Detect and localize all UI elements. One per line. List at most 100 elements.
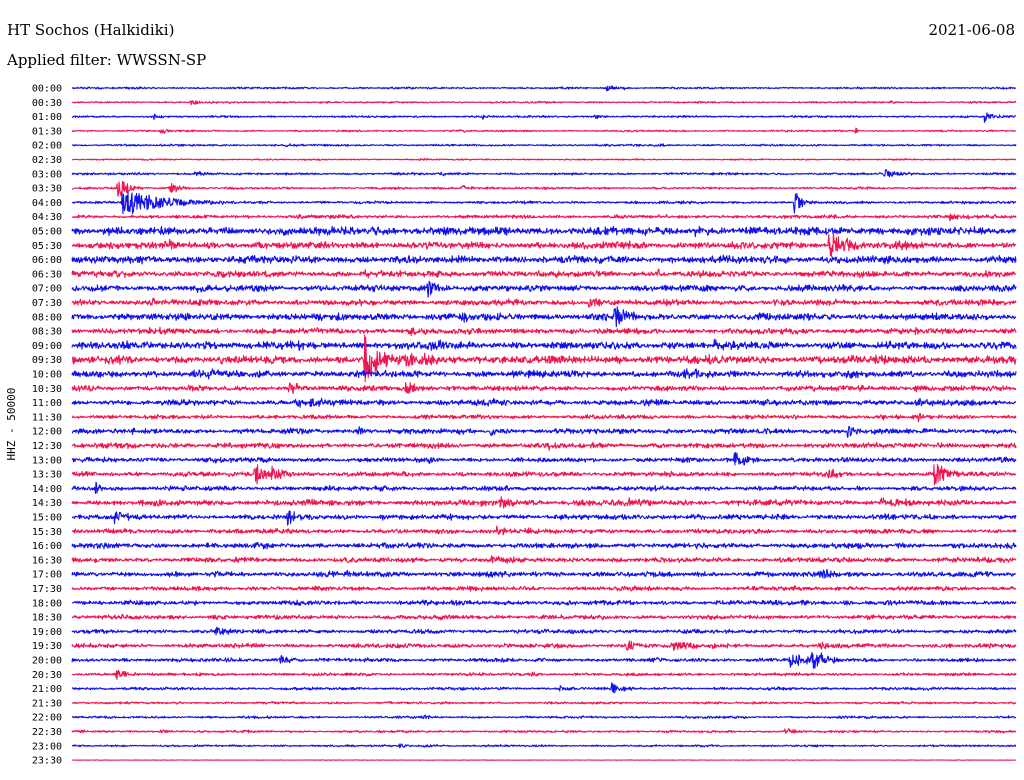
trace-23-30 <box>71 759 1017 761</box>
trace-01-00 <box>71 112 1017 123</box>
trace-18-30 <box>71 614 1017 621</box>
trace-09-30 <box>71 334 1017 383</box>
trace-03-00 <box>71 169 1017 178</box>
filter-label: Applied filter: WWSSN-SP <box>7 51 207 69</box>
time-label-12-00: 12:00 <box>32 427 62 438</box>
trace-02-30 <box>71 157 1017 161</box>
trace-20-30 <box>71 669 1017 680</box>
trace-06-30 <box>71 268 1017 279</box>
time-label-03-00: 03:00 <box>32 169 62 180</box>
trace-group <box>71 85 1017 761</box>
trace-19-30 <box>71 640 1017 652</box>
time-label-17-00: 17:00 <box>32 570 62 581</box>
trace-22-00 <box>71 714 1017 720</box>
time-label-08-30: 08:30 <box>32 327 62 338</box>
trace-20-00 <box>71 651 1017 669</box>
time-label-21-00: 21:00 <box>32 684 62 695</box>
time-label-21-30: 21:30 <box>32 698 62 709</box>
time-label-04-00: 04:00 <box>32 198 62 209</box>
trace-07-30 <box>71 297 1017 308</box>
time-label-07-30: 07:30 <box>32 298 62 309</box>
time-label-07-00: 07:00 <box>32 284 62 295</box>
trace-08-30 <box>71 326 1017 337</box>
trace-04-00 <box>71 191 1017 215</box>
time-label-14-30: 14:30 <box>32 498 62 509</box>
time-label-10-00: 10:00 <box>32 370 62 381</box>
trace-09-00 <box>71 338 1017 351</box>
time-label-12-30: 12:30 <box>32 441 62 452</box>
time-label-23-00: 23:00 <box>32 741 62 752</box>
trace-10-00 <box>71 368 1017 380</box>
time-label-15-30: 15:30 <box>32 527 62 538</box>
time-label-01-00: 01:00 <box>32 112 62 123</box>
time-label-02-00: 02:00 <box>32 141 62 152</box>
trace-11-30 <box>71 412 1017 423</box>
trace-06-00 <box>71 254 1017 265</box>
trace-11-00 <box>71 397 1017 408</box>
trace-13-00 <box>71 452 1017 466</box>
trace-03-30 <box>71 180 1017 197</box>
trace-05-30 <box>71 231 1017 258</box>
trace-01-30 <box>71 127 1017 134</box>
trace-17-30 <box>71 585 1017 592</box>
time-label-11-30: 11:30 <box>32 412 62 423</box>
time-label-15-00: 15:00 <box>32 513 62 524</box>
trace-02-00 <box>71 143 1017 148</box>
time-label-20-30: 20:30 <box>32 670 62 681</box>
trace-14-00 <box>71 481 1017 495</box>
trace-08-00 <box>71 306 1017 328</box>
trace-16-00 <box>71 541 1017 550</box>
trace-21-00 <box>71 682 1017 694</box>
time-label-08-00: 08:00 <box>32 312 62 323</box>
time-label-17-30: 17:30 <box>32 584 62 595</box>
time-label-11-00: 11:00 <box>32 398 62 409</box>
trace-23-00 <box>71 743 1017 749</box>
time-label-19-00: 19:00 <box>32 627 62 638</box>
trace-04-30 <box>71 213 1017 222</box>
time-label-01-30: 01:30 <box>32 126 62 137</box>
time-label-14-00: 14:00 <box>32 484 62 495</box>
time-label-03-30: 03:30 <box>32 184 62 195</box>
time-label-22-00: 22:00 <box>32 713 62 724</box>
station-title: HT Sochos (Halkidiki) <box>7 21 175 39</box>
time-label-00-00: 00:00 <box>32 84 62 95</box>
time-label-09-30: 09:30 <box>32 355 62 366</box>
time-label-06-30: 06:30 <box>32 269 62 280</box>
time-label-04-30: 04:30 <box>32 212 62 223</box>
time-label-20-00: 20:00 <box>32 656 62 667</box>
trace-07-00 <box>71 280 1017 298</box>
time-label-16-00: 16:00 <box>32 541 62 552</box>
time-label-22-30: 22:30 <box>32 727 62 738</box>
time-label-05-00: 05:00 <box>32 227 62 238</box>
trace-12-00 <box>71 425 1017 438</box>
trace-15-30 <box>71 525 1017 536</box>
time-label-19-30: 19:30 <box>32 641 62 652</box>
time-label-group: 00:00 00:30 01:00 01:30 02:00 02:30 03:00 03:30… <box>32 84 62 767</box>
time-label-02-30: 02:30 <box>32 155 62 166</box>
trace-00-00 <box>71 85 1017 92</box>
record-date: 2021-06-08 <box>928 21 1015 39</box>
trace-12-30 <box>71 441 1017 451</box>
trace-18-00 <box>71 599 1017 606</box>
time-label-13-30: 13:30 <box>32 470 62 481</box>
trace-00-30 <box>71 100 1017 106</box>
time-label-23-30: 23:30 <box>32 756 62 767</box>
trace-05-00 <box>71 225 1017 238</box>
time-label-00-30: 00:30 <box>32 98 62 109</box>
time-label-18-00: 18:00 <box>32 598 62 609</box>
trace-17-00 <box>71 568 1017 579</box>
trace-15-00 <box>71 510 1017 526</box>
time-label-18-30: 18:30 <box>32 613 62 624</box>
trace-13-30 <box>71 463 1017 486</box>
time-label-06-00: 06:00 <box>32 255 62 266</box>
time-label-10-30: 10:30 <box>32 384 62 395</box>
trace-19-00 <box>71 626 1017 636</box>
trace-22-30 <box>71 728 1017 735</box>
trace-14-30 <box>71 496 1017 509</box>
time-label-05-30: 05:30 <box>32 241 62 252</box>
trace-21-30 <box>71 700 1017 705</box>
time-label-13-00: 13:00 <box>32 455 62 466</box>
trace-10-30 <box>71 382 1017 395</box>
